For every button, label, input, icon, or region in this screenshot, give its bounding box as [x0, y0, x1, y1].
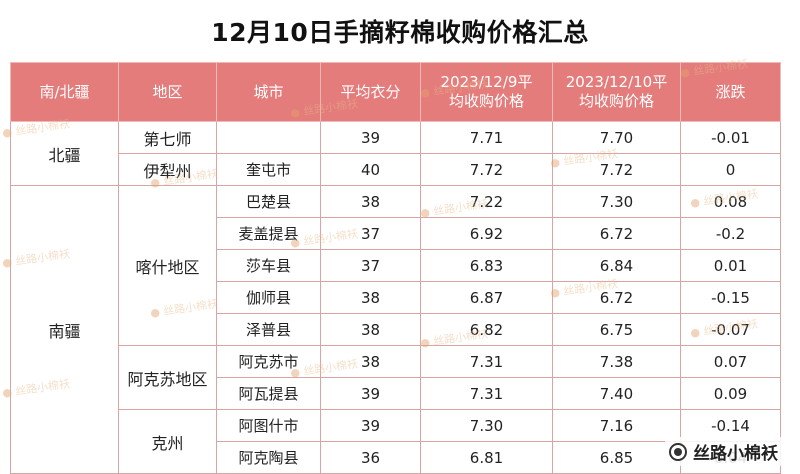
brand-name: 丝路小棉袄: [693, 444, 778, 464]
price-current-cell: 6.84: [552, 249, 681, 282]
change-cell: -0.07: [680, 313, 781, 346]
price-current-cell: 7.16: [552, 409, 681, 442]
price-prev-cell: 7.31: [420, 377, 553, 410]
page-title: 12月10日手摘籽棉收购价格汇总: [211, 18, 589, 47]
area-cell: 克州: [118, 409, 217, 474]
city-cell: 泽普县: [216, 313, 321, 346]
lint-percentage-cell: 36: [320, 441, 421, 474]
change-cell: 0.07: [680, 345, 781, 378]
price-prev-cell: 6.83: [420, 249, 553, 282]
city-cell: 巴楚县: [216, 185, 321, 218]
column-header-label: 城市: [253, 82, 284, 101]
lint-percentage-cell: 40: [320, 153, 421, 186]
column-header-label: 均收购价格: [578, 92, 654, 110]
table-row: 克州 阿图什市 39 7.30 7.16 -0.14: [11, 409, 781, 474]
price-current-cell: 6.85: [552, 441, 681, 474]
table-row: 南疆 喀什地区 巴楚县 38 7.22 7.30 0.08: [10, 185, 781, 474]
lint-percentage-cell: 38: [320, 313, 421, 346]
wechat-channel-icon: [669, 442, 687, 461]
city-cell: 奎屯市: [216, 153, 321, 186]
price-prev-cell: 6.82: [420, 313, 553, 346]
lint-percentage-cell: 37: [320, 217, 421, 250]
price-prev-cell: 6.81: [420, 441, 553, 474]
column-header-1: 南/北疆: [10, 62, 119, 122]
price-current-cell: 7.70: [552, 121, 681, 154]
column-header-label: 2023/12/9平: [440, 73, 533, 91]
table-row: 泽普县 38 6.82 6.75 -0.07: [11, 313, 781, 346]
price-table: 南/北疆 地区 城市 平均衣分 2023/12/9平 均收购价格 2023/12/10平 均收…: [10, 62, 781, 474]
column-header-6: 2023/12/10平 均收购价格: [552, 62, 681, 122]
table-row: 莎车县 37 6.83 6.84 0.01: [11, 249, 781, 282]
city-cell: 阿瓦提县: [216, 377, 321, 410]
city-cell: 阿克陶县: [216, 441, 321, 474]
price-current-cell: 7.38: [552, 345, 681, 378]
price-current-cell: 7.40: [552, 377, 681, 410]
area-cell: 伊犁州: [118, 153, 217, 186]
column-header-3: 城市: [216, 62, 321, 122]
change-cell: -0.01: [680, 121, 781, 154]
lint-percentage-cell: 39: [320, 409, 421, 442]
region-cell: 南疆: [10, 185, 119, 474]
change-cell: -0.15: [680, 281, 781, 314]
area-cell: 喀什地区: [118, 185, 217, 346]
city-cell: 伽师县: [216, 281, 321, 314]
price-current-cell: 6.72: [552, 217, 681, 250]
price-current-cell: 6.75: [552, 313, 681, 346]
table-row: 伽师县 38 6.87 6.72 -0.15: [11, 281, 781, 314]
region-cell: 北疆: [10, 121, 119, 186]
change-cell: 0.09: [680, 377, 781, 410]
city-cell: [216, 121, 321, 154]
price-prev-cell: 6.87: [420, 281, 553, 314]
column-header-2: 地区: [118, 62, 217, 122]
column-header-label: 南/北疆: [39, 82, 90, 101]
price-prev-cell: 7.31: [420, 345, 553, 378]
price-prev-cell: 7.72: [420, 153, 553, 186]
city-cell: 阿图什市: [216, 409, 321, 442]
price-prev-cell: 7.22: [420, 185, 553, 218]
table-row: 阿瓦提县 39 7.31 7.40 0.09: [11, 377, 781, 410]
price-prev-cell: 7.71: [420, 121, 553, 154]
price-current-cell: 6.72: [552, 281, 681, 314]
lint-percentage-cell: 39: [320, 121, 421, 154]
table-row: 北疆 第七师 39 7.71 7.70 -0.01: [10, 121, 781, 186]
lint-percentage-cell: 38: [320, 345, 421, 378]
column-header-label: 地区: [152, 82, 183, 101]
table-row: 阿克苏地区 阿克苏市 38 7.31 7.38 0.07: [11, 345, 781, 410]
table-row: 麦盖提县 37 6.92 6.72 -0.2: [11, 217, 781, 250]
column-header-7: 涨跌: [680, 62, 781, 122]
city-cell: 莎车县: [216, 249, 321, 282]
change-cell: 0: [680, 153, 781, 186]
column-header-label: 涨跌: [715, 82, 746, 101]
price-prev-cell: 6.92: [420, 217, 553, 250]
lint-percentage-cell: 38: [320, 185, 421, 218]
column-header-label: 平均衣分: [340, 82, 401, 101]
area-cell: 阿克苏地区: [118, 345, 217, 410]
price-prev-cell: 7.30: [420, 409, 553, 442]
price-current-cell: 7.72: [552, 153, 681, 186]
lint-percentage-cell: 37: [320, 249, 421, 282]
lint-percentage-cell: 39: [320, 377, 421, 410]
lint-percentage-cell: 38: [320, 281, 421, 314]
change-cell: -0.14: [680, 409, 781, 442]
table-row: 伊犁州 奎屯市 40 7.72 7.72 0: [11, 153, 781, 186]
column-header-label: 均收购价格: [448, 92, 524, 110]
change-cell: 0.08: [680, 185, 781, 218]
column-header-4: 平均衣分: [320, 62, 421, 122]
change-cell: -0.2: [680, 217, 781, 250]
column-header-label: 2023/12/10平: [565, 73, 668, 91]
price-current-cell: 7.30: [552, 185, 681, 218]
change-cell: 0.01: [680, 249, 781, 282]
brand-badge: 丝路小棉袄: [665, 437, 782, 466]
city-cell: 阿克苏市: [216, 345, 321, 378]
column-header-5: 2023/12/9平 均收购价格: [420, 62, 553, 122]
area-cell: 第七师: [118, 121, 217, 154]
city-cell: 麦盖提县: [216, 217, 321, 250]
table-header-row: 南/北疆 地区 城市 平均衣分 2023/12/9平 均收购价格 2023/12/10平 均收…: [10, 62, 781, 122]
